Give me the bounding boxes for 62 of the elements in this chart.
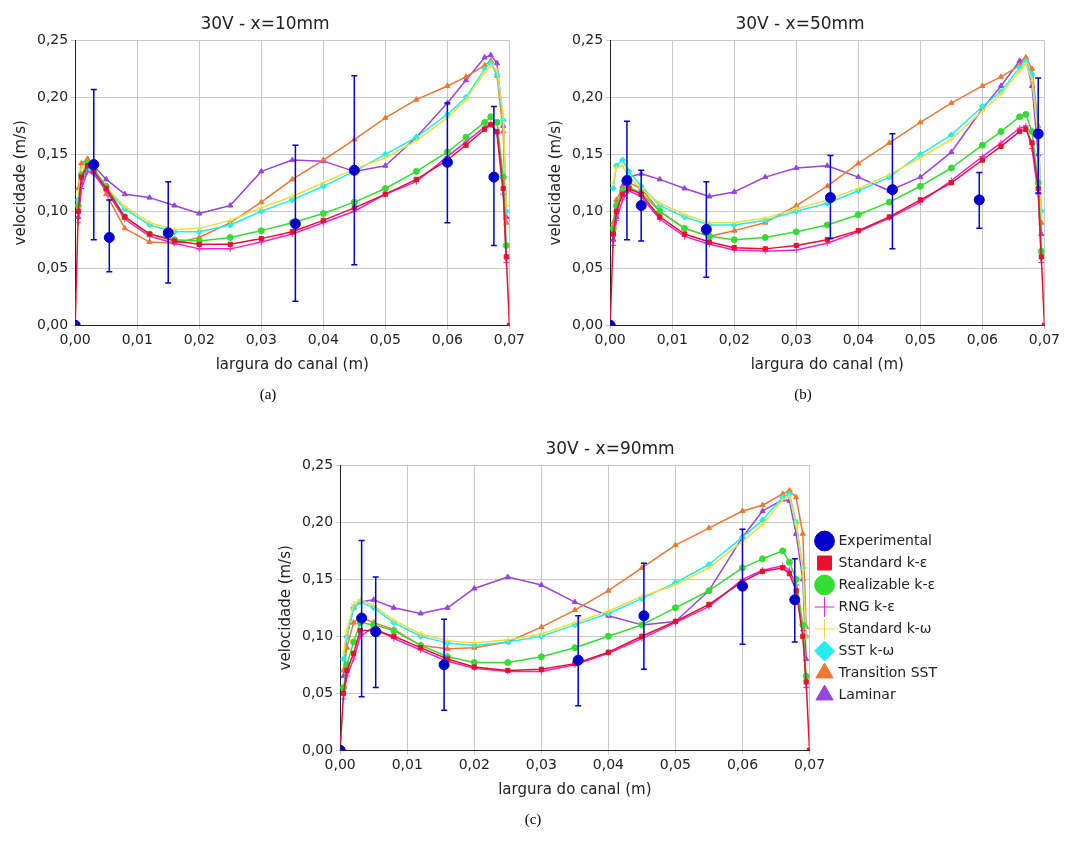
x-tick-label: 0,02	[183, 331, 215, 348]
y-tick-label: 0,15	[572, 144, 604, 161]
legend-label: Experimental	[838, 531, 932, 548]
x-axis-title: largura do canal (m)	[750, 354, 904, 373]
text: (a)	[258, 386, 278, 403]
y-tick-label: 0,15	[37, 144, 69, 161]
y-axis-title: velocidade (m/s)	[10, 120, 29, 246]
x-tick-label: 0,00	[59, 331, 91, 348]
x-tick-label: 0,01	[391, 756, 423, 773]
y-tick-label: 0,00	[302, 740, 334, 757]
x-tick-label: 0,05	[904, 331, 936, 348]
y-tick-label: 0,25	[572, 31, 604, 48]
y-tick-label: 0,15	[302, 569, 334, 586]
x-tick-label: 0,04	[592, 756, 625, 773]
x-tick-label: 0,04	[307, 331, 339, 348]
legend-label: SST k-ω	[838, 641, 895, 658]
y-tick-label: 0,25	[302, 456, 334, 473]
text: (b)	[793, 386, 813, 403]
y-tick-label: 0,20	[302, 513, 334, 529]
y-tick-label: 0,25	[37, 31, 69, 48]
x-tick-label: 0,01	[656, 331, 688, 348]
y-axis-title: velocidade (m/s)	[275, 545, 294, 671]
x-tick-label: 0,03	[525, 756, 557, 773]
x-tick-label: 0,00	[324, 756, 356, 773]
x-tick-label: 0,04	[842, 331, 874, 348]
x-tick-label: 0,07	[493, 331, 525, 348]
y-axis-title: velocidade (m/s)	[545, 120, 564, 246]
legend-label: RNG k-ε	[838, 597, 895, 614]
x-axis-title: largura do canal (m)	[215, 354, 369, 373]
chart-title: 30V - x=50mm	[735, 12, 865, 33]
y-tick-label: 0,10	[302, 626, 334, 643]
chart-title: 30V - x=10mm	[200, 12, 330, 33]
legend-label: Standard k-ω	[838, 619, 932, 636]
x-tick-label: 0,06	[966, 331, 999, 348]
x-tick-label: 0,00	[594, 331, 626, 348]
legend-label: Realizable k-ε	[838, 575, 936, 592]
legend-label: Transition SST	[837, 663, 938, 680]
x-tick-label: 0,06	[726, 756, 759, 773]
x-tick-label: 0,01	[121, 331, 153, 348]
y-tick-label: 0,10	[37, 201, 69, 218]
x-tick-label: 0,03	[780, 331, 812, 348]
y-tick-label: 0,20	[572, 88, 604, 104]
chart-title: 30V - x=90mm	[545, 437, 675, 458]
y-tick-label: 0,00	[572, 315, 604, 332]
x-axis-title: largura do canal (m)	[498, 779, 652, 798]
y-tick-label: 0,05	[302, 683, 334, 700]
x-tick-label: 0,06	[431, 331, 464, 348]
x-tick-label: 0,07	[793, 756, 826, 773]
y-tick-label: 0,05	[572, 258, 604, 275]
legend-label: Standard k-ε	[838, 553, 928, 570]
x-tick-label: 0,02	[458, 756, 490, 773]
y-tick-label: 0,10	[572, 201, 604, 218]
y-tick-label: 0,20	[37, 88, 69, 104]
text: (c)	[523, 811, 543, 828]
y-tick-label: 0,05	[37, 258, 69, 275]
x-tick-label: 0,07	[1028, 331, 1060, 348]
x-tick-label: 0,03	[245, 331, 277, 348]
y-tick-label: 0,00	[37, 315, 69, 332]
x-tick-label: 0,02	[718, 331, 750, 348]
x-tick-label: 0,05	[369, 331, 401, 348]
legend-label: Laminar	[838, 685, 896, 702]
x-tick-label: 0,05	[659, 756, 692, 773]
